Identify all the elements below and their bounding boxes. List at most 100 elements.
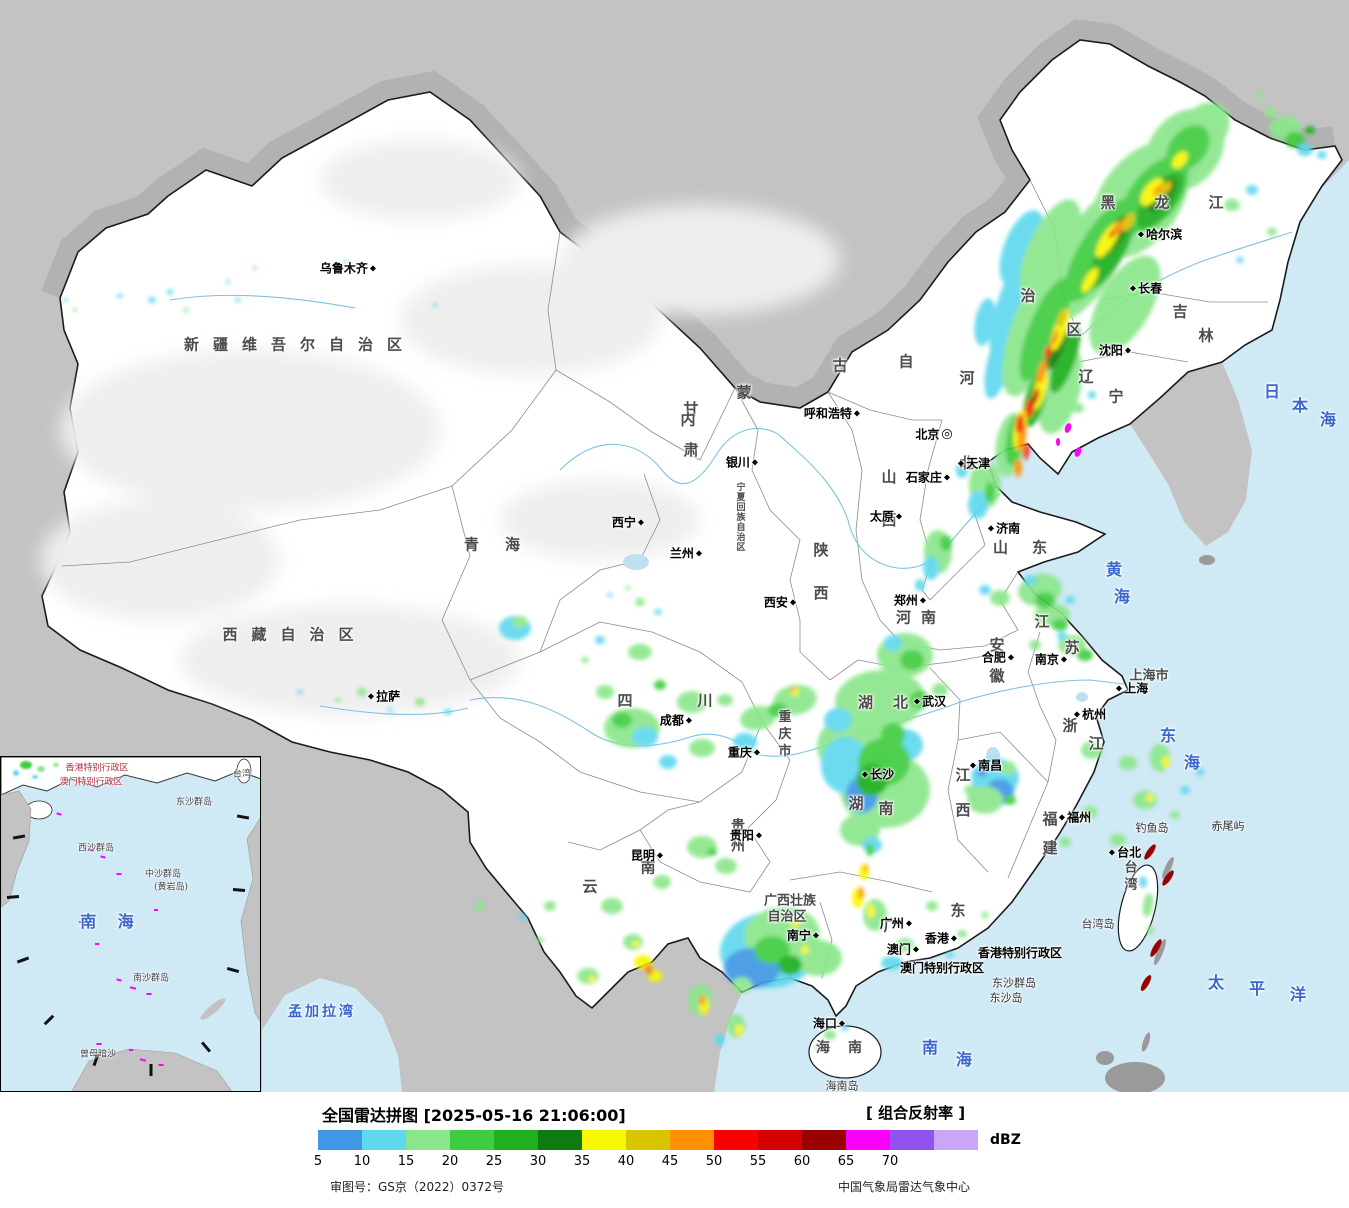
radar-echo <box>601 898 623 914</box>
radar-echo <box>1317 151 1327 159</box>
legend-value: 30 <box>529 1154 547 1169</box>
inset-label: 台湾 <box>232 769 252 780</box>
inset-label: 曾母暗沙 <box>79 1049 117 1060</box>
map-title: 全国雷达拼图 [2025-05-16 21:06:00] <box>322 1106 626 1125</box>
radar-echo <box>794 940 842 976</box>
radar-echo <box>595 636 605 644</box>
inset-label: 中沙群岛 <box>144 869 182 880</box>
radar-echo <box>884 635 902 651</box>
radar-echo <box>1088 391 1096 399</box>
radar-artifact <box>96 1043 102 1045</box>
legend-value: 60 <box>793 1154 811 1169</box>
inset-echo-layer <box>13 761 59 779</box>
legend-swatch-1 <box>362 1130 406 1150</box>
radar-echo <box>1112 220 1124 236</box>
radar-echo <box>717 694 733 706</box>
legend-swatch-2 <box>406 1130 450 1150</box>
radar-echo <box>1139 876 1147 888</box>
legend-swatch-10 <box>758 1130 802 1150</box>
radar-echo <box>1029 640 1041 650</box>
radar-echo <box>1015 414 1025 434</box>
radar-echo <box>715 858 737 874</box>
radar-echo <box>923 556 939 580</box>
radar-echo <box>581 657 589 663</box>
inset-palawan <box>200 998 226 1020</box>
radar-echo <box>940 535 952 551</box>
radar-echo <box>1056 308 1068 328</box>
radar-echo <box>148 297 156 303</box>
radar-echo <box>1142 893 1154 917</box>
radar-echo <box>544 901 556 911</box>
radar-echo <box>1162 870 1174 886</box>
legend-value: 5 <box>313 1154 323 1169</box>
radar-echo <box>867 904 875 918</box>
legend-swatch-13 <box>890 1130 934 1150</box>
legend-swatch-9 <box>714 1130 758 1150</box>
radar-echo <box>957 930 967 938</box>
radar-echo <box>1305 126 1315 134</box>
legend-value: 45 <box>661 1154 679 1169</box>
radar-echo <box>1081 267 1099 293</box>
radar-echo <box>20 761 32 769</box>
radar-echo <box>967 786 1003 814</box>
product-name: [ 组合反射率 ] <box>866 1104 966 1122</box>
radar-artifact <box>79 921 83 923</box>
radar-echo <box>73 308 77 312</box>
legend-panel: 全国雷达拼图 [2025-05-16 21:06:00] [ 组合反射率 ] 5… <box>0 1092 1349 1208</box>
radar-echo <box>1285 132 1305 148</box>
radar-echo <box>732 977 752 993</box>
legend-swatch-7 <box>626 1130 670 1150</box>
radar-echo <box>1147 925 1153 935</box>
radar-echo <box>167 289 173 295</box>
radar-echo <box>297 690 303 694</box>
radar-echo <box>866 844 874 856</box>
nine-dash-line <box>6 814 250 1076</box>
radar-echo <box>979 585 991 595</box>
radar-echo <box>677 691 707 713</box>
unit-label: dBZ <box>990 1132 1021 1148</box>
radar-echo <box>653 875 671 889</box>
radar-artifact <box>116 873 122 875</box>
legend-swatch-6 <box>582 1130 626 1150</box>
south-china-sea-inset: 台湾 香港特别行政区 澳门特别行政区 东沙群岛 西沙群岛 中沙群岛 (黄岩岛) 南沙群岛 曾母暗… <box>0 756 261 1092</box>
radar-echo <box>1224 199 1240 211</box>
radar-echo <box>1064 423 1072 433</box>
radar-echo <box>689 739 715 757</box>
radar-echo <box>343 260 347 264</box>
legend-swatch-0 <box>318 1130 362 1150</box>
radar-echo <box>1110 834 1126 846</box>
inset-label: 南沙群岛 <box>132 973 170 984</box>
radar-echo <box>1056 438 1060 446</box>
inset-label: 南 海 <box>80 912 142 931</box>
radar-echo <box>881 723 905 747</box>
china-radar-map: 新疆维吾尔自治区 西藏自治区 青海 甘肃内蒙古自治区黑龙江吉林辽宁河北 山西 山东 河南 陕西… <box>0 0 1349 1092</box>
radar-echo <box>768 703 788 717</box>
radar-echo <box>981 912 989 918</box>
radar-echo <box>754 936 790 964</box>
radar-echo <box>1049 326 1081 394</box>
inset-artifact-layer <box>56 812 164 1066</box>
radar-echo <box>715 1034 725 1046</box>
radar-echo <box>1150 939 1162 957</box>
radar-echo <box>1081 741 1103 759</box>
radar-echo <box>1144 844 1156 860</box>
map-approval-number: 审图号：GS京（2022）0372号 <box>330 1180 504 1194</box>
bay-of-bengal <box>262 978 402 1092</box>
inset-label: 东沙群岛 <box>175 797 213 808</box>
radar-echo <box>1052 619 1068 631</box>
legend-value: 10 <box>353 1154 371 1169</box>
inset-label: (黄岩岛) <box>153 882 189 893</box>
radar-echo <box>801 946 809 954</box>
radar-artifact <box>95 943 99 945</box>
radar-echo <box>1140 975 1152 991</box>
radar-echo <box>512 616 528 628</box>
radar-echo <box>864 864 868 872</box>
legend-swatch-5 <box>538 1130 582 1150</box>
sea <box>714 160 1349 1092</box>
legend-value: 70 <box>881 1154 899 1169</box>
legend-swatch-14 <box>934 1130 978 1150</box>
radar-echo <box>32 775 38 779</box>
radar-echo <box>699 995 705 1005</box>
inset-label: 香港特别行政区 <box>65 763 129 774</box>
radar-echo <box>863 899 887 931</box>
